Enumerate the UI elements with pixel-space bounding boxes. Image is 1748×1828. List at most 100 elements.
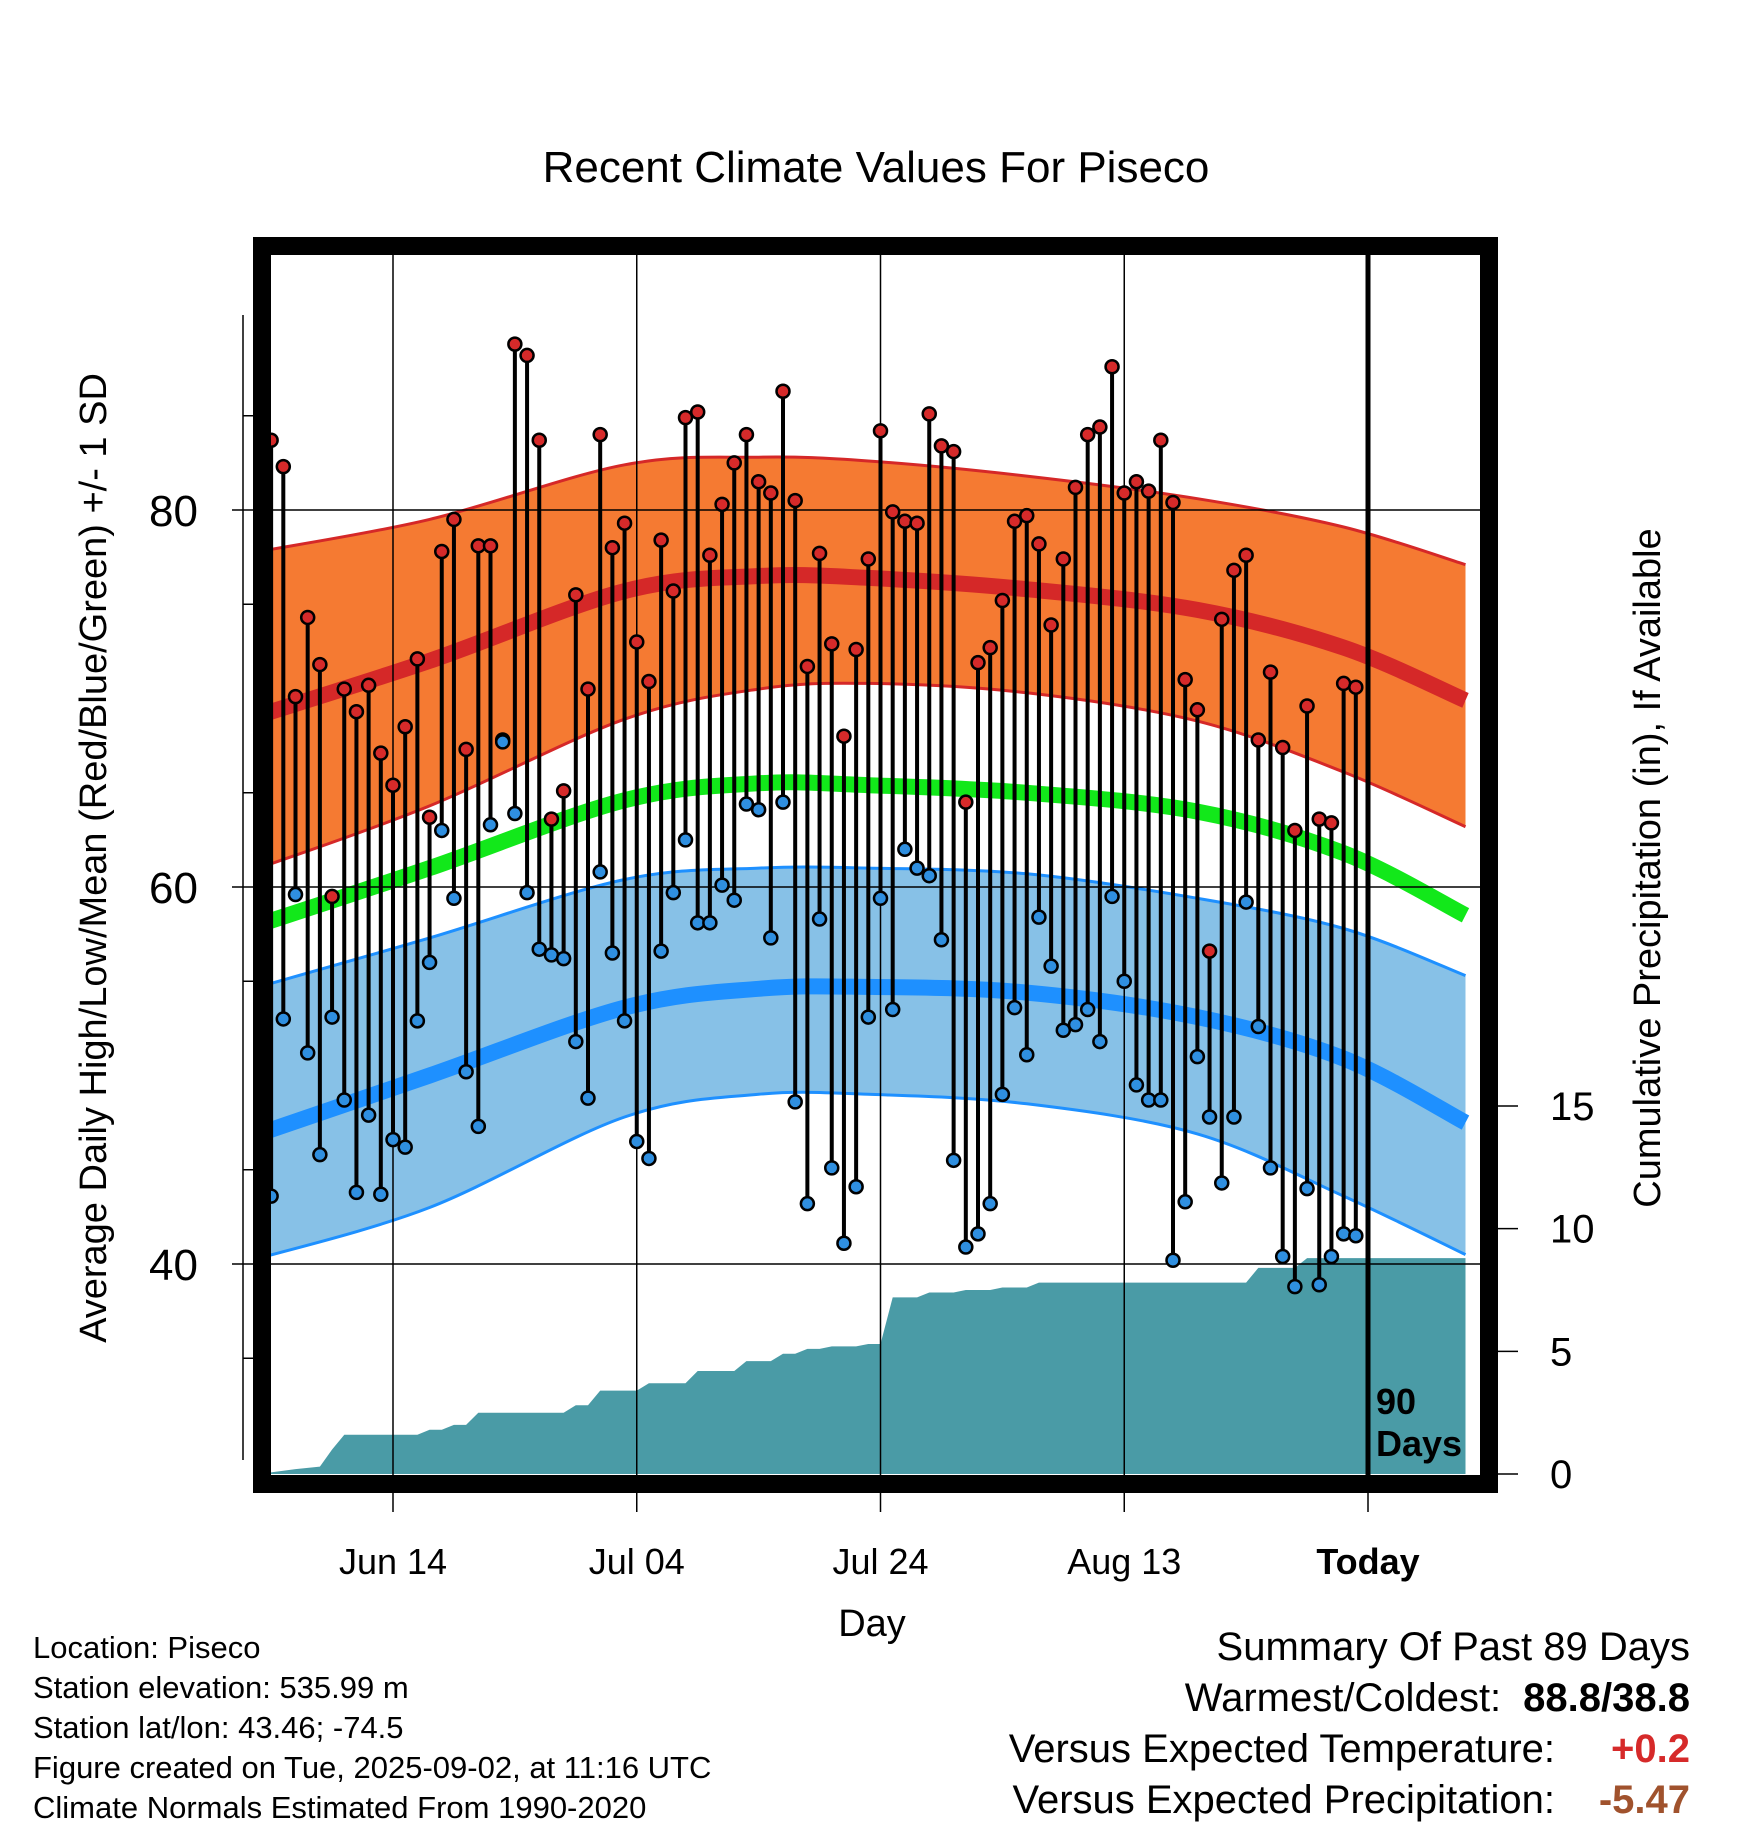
x-tick-label: Jul 04 <box>589 1541 685 1582</box>
daily-low-point <box>409 1013 426 1029</box>
daily-high-point <box>629 634 645 650</box>
daily-low-point <box>933 932 950 948</box>
daily-low-point <box>494 734 511 750</box>
daily-low-point <box>714 877 730 893</box>
daily-high-point <box>1019 507 1035 524</box>
daily-high-point <box>824 636 840 652</box>
latlon-text: Station lat/lon: 43.46; -74.5 <box>33 1710 404 1745</box>
daily-high-point <box>1323 815 1340 831</box>
daily-high-point <box>1104 358 1120 375</box>
daily-low-point <box>738 796 755 812</box>
daily-low-point <box>1311 1276 1327 1293</box>
daily-high-point <box>1250 732 1267 748</box>
summary-heading: Summary Of Past 89 Days <box>1216 1625 1690 1669</box>
daily-low-point <box>1116 973 1132 989</box>
today-label-days: Days <box>1376 1423 1462 1464</box>
y-tick-label: 40 <box>149 1241 198 1290</box>
daily-low-point <box>884 1001 901 1018</box>
daily-low-point <box>1299 1180 1315 1197</box>
daily-high-point <box>982 639 998 656</box>
daily-high-point <box>921 406 937 422</box>
daily-low-point <box>641 1150 657 1167</box>
daily-high-point <box>434 543 450 560</box>
daily-low-point <box>287 886 304 903</box>
daily-low-point <box>555 950 572 967</box>
daily-low-point <box>787 1094 803 1110</box>
daily-high-point <box>1214 611 1230 628</box>
daily-high-point <box>872 423 889 439</box>
daily-high-point <box>1092 419 1108 435</box>
daily-high-point <box>1262 664 1279 680</box>
daily-high-point <box>385 777 401 793</box>
daily-low-point <box>750 801 767 818</box>
daily-low-point <box>1274 1248 1291 1265</box>
daily-low-point <box>360 1107 377 1123</box>
y2-tick-label: 10 <box>1550 1208 1595 1252</box>
daily-low-point <box>824 1160 840 1176</box>
daily-high-point <box>458 741 474 758</box>
daily-low-point <box>860 1009 877 1025</box>
daily-high-point <box>507 336 523 352</box>
daily-low-point <box>1287 1278 1303 1295</box>
y-tick-label: 80 <box>149 487 198 536</box>
daily-high-point <box>1177 671 1193 688</box>
x-tick-label: Jul 24 <box>832 1541 928 1582</box>
daily-low-point <box>629 1133 645 1150</box>
plot-frame <box>253 237 1498 1493</box>
daily-high-point <box>750 473 767 490</box>
daily-high-point <box>1043 617 1059 633</box>
high-sd-upper-line <box>271 455 1466 567</box>
daily-high-point <box>1189 702 1206 718</box>
daily-high-point <box>421 809 438 826</box>
precip-row: Versus Expected Precipitation: -5.47 <box>1009 1775 1690 1826</box>
daily-high-point <box>945 443 962 460</box>
daily-high-point <box>970 654 986 671</box>
daily-low-point <box>702 915 718 931</box>
daily-low-point <box>531 941 547 957</box>
daily-low-point <box>1031 909 1047 925</box>
low-sd-band <box>271 867 1466 1255</box>
x-tick-label: Aug 13 <box>1067 1541 1181 1582</box>
daily-low-point <box>421 954 438 971</box>
daily-low-point <box>1079 1001 1096 1018</box>
y2-tick-label: 5 <box>1550 1330 1572 1374</box>
daily-low-point <box>592 864 608 880</box>
daily-high-point <box>1153 432 1169 449</box>
daily-low-point <box>799 1195 816 1212</box>
daily-high-point <box>373 745 389 761</box>
daily-low-point <box>397 1139 413 1155</box>
daily-high-point <box>665 583 682 599</box>
daily-low-point <box>1323 1248 1340 1265</box>
warm-cold-row: Warmest/Coldest: 88.8/38.8 <box>1009 1673 1690 1724</box>
daily-high-point <box>1128 473 1145 490</box>
y-tick-label: 60 <box>149 864 198 913</box>
daily-low-point <box>763 930 779 946</box>
daily-low-point <box>677 832 694 848</box>
daily-low-point <box>994 1086 1011 1103</box>
y2-axis-title: Cumulative Precipitation (in), If Availa… <box>1627 528 1669 1207</box>
daily-high-point <box>1348 679 1364 695</box>
y2-tick-label: 15 <box>1550 1085 1595 1129</box>
daily-high-point <box>1006 513 1023 530</box>
daily-low-point <box>982 1195 998 1212</box>
daily-high-point <box>958 794 974 810</box>
daily-high-point <box>738 426 755 443</box>
daily-high-point <box>933 438 950 454</box>
precip-area <box>271 1258 1466 1474</box>
warm-cold-value: 88.8/38.8 <box>1523 1676 1690 1720</box>
daily-high-point <box>836 728 852 744</box>
daily-low-point <box>336 1092 352 1108</box>
daily-high-point <box>299 609 316 626</box>
daily-high-point <box>897 513 913 530</box>
normals-text: Climate Normals Estimated From 1990-2020 <box>33 1790 647 1825</box>
daily-high-point <box>811 545 828 562</box>
daily-high-point <box>324 888 340 905</box>
daily-high-point <box>702 547 718 563</box>
daily-high-point <box>860 551 877 567</box>
today-label-number: 90 <box>1376 1381 1416 1422</box>
station-info: Location: Piseco Station elevation: 535.… <box>33 1628 711 1828</box>
daily-low-point <box>604 945 621 961</box>
daily-low-point <box>1214 1175 1230 1191</box>
